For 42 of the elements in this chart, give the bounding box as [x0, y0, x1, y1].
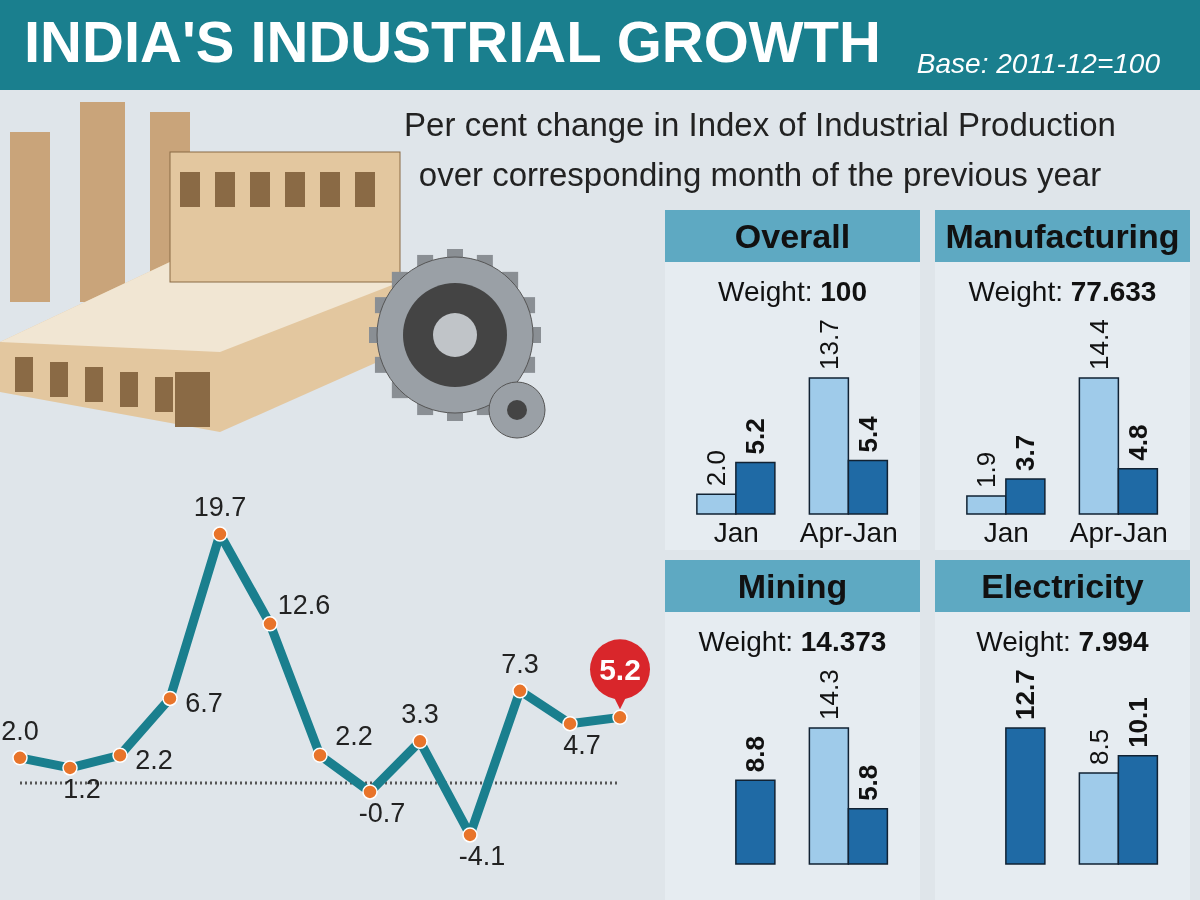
- x-tick-label: Apr-Jan: [799, 516, 898, 548]
- text: Base: 2011-12=100: [916, 48, 1160, 80]
- data-label: 6.7: [185, 688, 223, 719]
- x-tick-label: Jan: [983, 516, 1029, 548]
- data-label: 5.2: [740, 418, 771, 455]
- chart-title: Manufacturing: [935, 210, 1190, 262]
- data-label: -0.7: [358, 797, 406, 828]
- data-label: 2.2: [335, 721, 373, 752]
- data-label: 8.5: [1083, 728, 1114, 765]
- data-label: 3.7: [1010, 434, 1041, 472]
- data-label: 3.3: [401, 699, 439, 730]
- data-label: 5.8: [852, 764, 883, 801]
- data-label: 8.8: [740, 736, 771, 773]
- data-label: 1.2: [63, 773, 101, 804]
- data-label: 5.4: [852, 415, 883, 453]
- text: Per cent change in Index of Industrial Production over corresponding month of the previous year: [403, 105, 1117, 195]
- data-label: -4.1: [458, 840, 506, 871]
- data-label: 4.8: [1122, 424, 1153, 461]
- data-label: 1.9: [971, 451, 1002, 489]
- chart-title: Mining: [665, 560, 920, 612]
- x-tick-label: Jan: [713, 516, 759, 548]
- chart-subtitle: Weight: 7.994: [975, 626, 1150, 658]
- data-label: 14.3: [813, 669, 844, 720]
- data-label: 12.6: [277, 589, 331, 620]
- chart-title: Electricity: [935, 560, 1190, 612]
- data-label: 7.3: [501, 648, 539, 679]
- data-label: 13.7: [813, 319, 844, 370]
- chart-subtitle: Weight: 14.373: [697, 626, 888, 658]
- data-label: 10.1: [1122, 697, 1153, 748]
- data-label: 2.2: [135, 745, 173, 776]
- data-label: 2.0: [701, 449, 732, 487]
- chart-subtitle: Weight: 100: [717, 276, 868, 308]
- data-label: 19.7: [193, 492, 247, 523]
- chart-subtitle: Weight: 77.633: [967, 276, 1158, 308]
- chart-title: INDIA'S INDUSTRIAL GROWTH: [24, 8, 881, 75]
- data-label: 14.4: [1083, 319, 1114, 370]
- data-label: 4.7: [563, 729, 601, 760]
- x-tick-label: Apr-Jan: [1069, 516, 1168, 548]
- chart-title: Overall: [665, 210, 920, 262]
- data-label: 2.0: [1, 715, 39, 746]
- data-label: 5.2: [599, 652, 641, 686]
- data-label: 12.7: [1010, 669, 1041, 720]
